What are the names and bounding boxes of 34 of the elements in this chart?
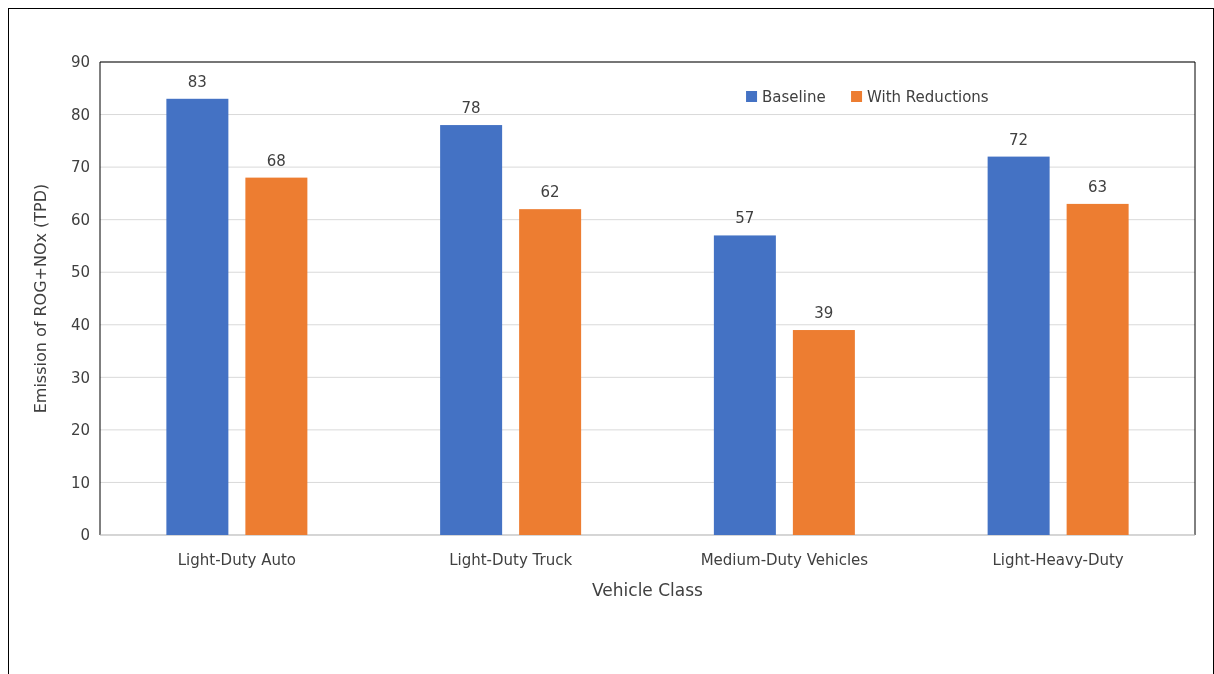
bar	[713, 235, 776, 535]
data-label: 83	[187, 72, 207, 91]
bar	[792, 330, 855, 535]
bar	[166, 98, 229, 535]
y-axis-title: Emission of ROG+NOx (TPD)	[31, 183, 50, 414]
y-tick-label: 60	[70, 210, 90, 229]
y-tick-label: 80	[70, 105, 90, 124]
x-tick-label: Light-Heavy-Duty	[992, 551, 1124, 569]
x-tick-label: Light-Duty Truck	[449, 551, 573, 569]
bar	[987, 156, 1050, 535]
data-label: 63	[1088, 177, 1108, 196]
y-tick-label: 0	[80, 526, 90, 545]
y-tick-label: 40	[70, 316, 90, 335]
data-label: 78	[461, 99, 481, 118]
y-tick-label: 20	[70, 421, 90, 440]
y-tick-label: 90	[70, 53, 90, 72]
bar	[519, 209, 582, 535]
y-tick-label: 70	[70, 158, 90, 177]
data-label: 68	[266, 151, 286, 170]
bar	[245, 177, 308, 535]
data-label: 72	[1009, 130, 1029, 149]
bar	[440, 125, 503, 535]
x-tick-label: Light-Duty Auto	[177, 551, 297, 569]
data-label: 62	[540, 183, 560, 202]
legend-label: With Reductions	[867, 88, 989, 107]
x-axis-title: Vehicle Class	[592, 580, 704, 600]
legend-label: Baseline	[762, 88, 826, 107]
x-tick-label: Medium-Duty Vehicles	[700, 551, 869, 569]
y-tick-label: 30	[70, 368, 90, 387]
data-label: 39	[814, 304, 834, 323]
bar	[1066, 203, 1129, 535]
y-tick-label: 10	[70, 473, 90, 492]
data-label: 57	[735, 209, 755, 228]
y-tick-label: 50	[70, 263, 90, 282]
